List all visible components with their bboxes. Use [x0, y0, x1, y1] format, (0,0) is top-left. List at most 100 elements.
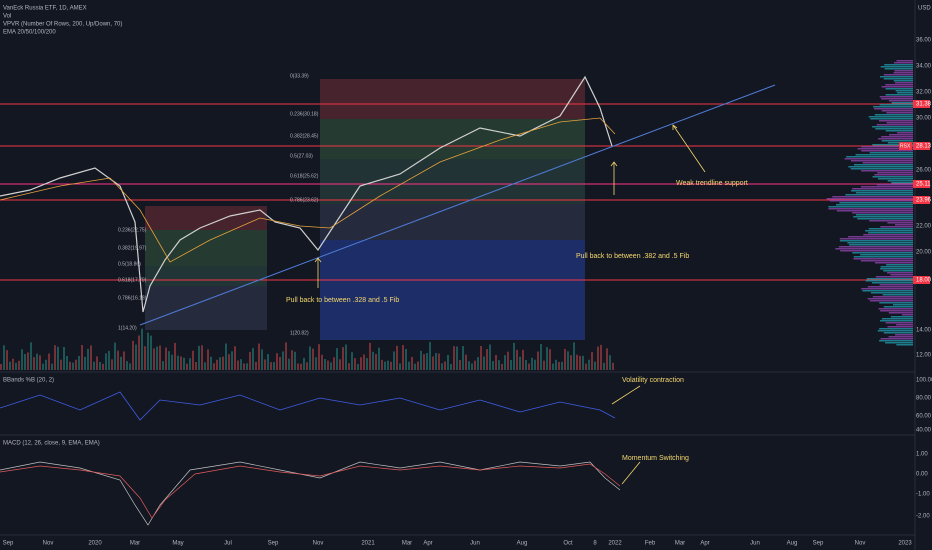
price-label: 22.00	[916, 224, 932, 230]
price-tag	[913, 276, 930, 284]
volume-bar	[465, 354, 467, 370]
volume-bar	[138, 335, 140, 370]
pane-axis-label: 80.00	[916, 396, 932, 402]
profile-bar	[888, 100, 913, 102]
profile-bar	[852, 252, 913, 254]
profile-bar	[855, 192, 913, 194]
profile-bar	[887, 180, 913, 182]
profile-bar	[885, 322, 913, 324]
profile-bar	[875, 276, 913, 278]
volume-bar	[612, 362, 614, 370]
volume-bar	[363, 354, 365, 370]
volume-bar	[186, 363, 188, 370]
volume-bar	[42, 363, 44, 370]
volume-bar	[600, 344, 602, 370]
volume-bar	[60, 359, 62, 370]
profile-bar	[880, 226, 913, 228]
volume-bar	[9, 361, 11, 370]
volume-bar	[453, 346, 455, 370]
profile-bar	[890, 274, 913, 276]
price-label: 30.00	[916, 116, 932, 122]
profile-bar	[867, 298, 913, 300]
price-tag	[913, 180, 930, 188]
profile-bar	[895, 90, 913, 92]
volume-bar	[129, 363, 131, 370]
volume-bar	[609, 355, 611, 370]
volume-bar	[309, 346, 311, 370]
profile-bar	[880, 268, 913, 270]
profile-bar	[865, 230, 913, 232]
profile-bar	[853, 258, 913, 260]
time-label: Jul	[224, 541, 232, 547]
volume-bar	[345, 344, 347, 370]
volume-bar	[552, 363, 554, 370]
profile-bar	[868, 116, 913, 118]
time-label: Feb	[645, 541, 656, 547]
fib-left	[145, 206, 267, 330]
volume-bar	[198, 345, 200, 370]
profile-bar	[848, 166, 913, 168]
price-label: 12.00	[916, 353, 932, 359]
volume-bar	[504, 355, 506, 370]
volume-bar	[393, 351, 395, 370]
fib-label: 0.618(17.79)	[118, 277, 147, 283]
profile-bar	[893, 80, 913, 82]
profile-bar	[894, 70, 913, 72]
volume-bar	[510, 359, 512, 370]
volume-bar	[483, 356, 485, 370]
profile-bar	[845, 194, 913, 196]
profile-bar	[877, 172, 913, 174]
time-label: Jun	[750, 541, 760, 547]
volume-bar	[210, 356, 212, 370]
profile-bar	[874, 108, 913, 110]
profile-bar	[879, 96, 913, 98]
volume-bar	[267, 354, 269, 370]
volume-bar	[588, 359, 590, 370]
volume-bar	[204, 362, 206, 370]
profile-bar	[894, 82, 913, 84]
profile-bar	[901, 314, 913, 316]
volume-bar	[249, 352, 251, 370]
profile-bar	[869, 152, 913, 154]
volume-bar	[276, 353, 278, 370]
volume-bar	[282, 351, 284, 370]
volume-bar	[414, 363, 416, 370]
volume-bar	[189, 358, 191, 370]
profile-bar	[879, 340, 913, 342]
fib-right	[320, 79, 585, 340]
price-label: 25.11	[916, 182, 931, 188]
time-label: Apr	[700, 541, 709, 547]
volume-bar	[63, 346, 65, 370]
volume-bar	[162, 361, 164, 370]
volume-bar	[342, 347, 344, 370]
profile-bar	[853, 164, 913, 166]
volume-bar	[546, 347, 548, 370]
pane-title: MACD (12, 26, close, 9, EMA, EMA)	[3, 441, 100, 447]
profile-bar	[867, 286, 913, 288]
volume-bar	[135, 344, 137, 370]
volume-bar	[351, 352, 353, 370]
volume-bar	[66, 355, 68, 370]
profile-bar	[868, 228, 913, 230]
profile-bar	[866, 278, 913, 280]
profile-bar	[874, 174, 913, 176]
volume-bar	[72, 362, 74, 370]
volume-bar	[489, 344, 491, 370]
volume-bar	[93, 361, 95, 370]
profile-bar	[883, 74, 913, 76]
header-line: VanEck Russia ETF, 1D, AMEX	[3, 6, 87, 12]
profile-bar	[853, 256, 913, 258]
volume-bar	[477, 357, 479, 370]
profile-bar	[881, 98, 913, 100]
volume-bar	[222, 356, 224, 370]
volume-bar	[306, 362, 308, 370]
volume-bar	[192, 350, 194, 370]
ema-line	[0, 117, 616, 263]
profile-bar	[877, 330, 913, 332]
time-label: Nov	[855, 541, 866, 547]
volume-bar	[24, 354, 26, 370]
volume-bar	[225, 343, 227, 370]
header-line: EMA 20/50/100/200	[3, 30, 56, 36]
time-label: Nov	[43, 541, 54, 547]
price-label: 23.96	[916, 198, 932, 204]
